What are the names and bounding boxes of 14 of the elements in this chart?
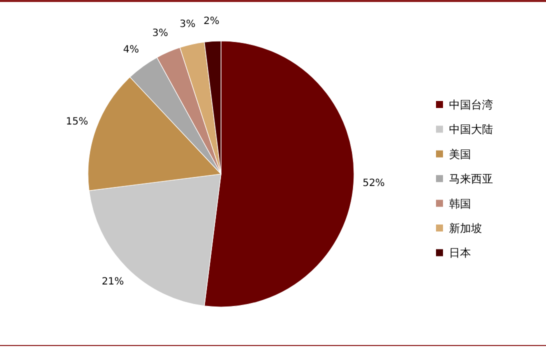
data-label: 3%	[180, 19, 196, 30]
data-label: 15%	[66, 116, 88, 128]
legend-label: 新加坡	[449, 222, 482, 235]
legend-label: 韩国	[449, 197, 471, 210]
data-label: 4%	[123, 44, 140, 56]
data-label: 52%	[362, 178, 385, 190]
data-label: 2%	[203, 16, 220, 27]
legend-label: 马来西亚	[449, 172, 493, 186]
data-label: 3%	[152, 28, 168, 40]
legend-label: 日本	[449, 246, 471, 260]
legend-label: 中国台湾	[449, 98, 493, 112]
data-label: 21%	[102, 276, 124, 288]
legend-label: 美国	[449, 148, 471, 161]
legend-label: 中国大陆	[449, 123, 493, 136]
